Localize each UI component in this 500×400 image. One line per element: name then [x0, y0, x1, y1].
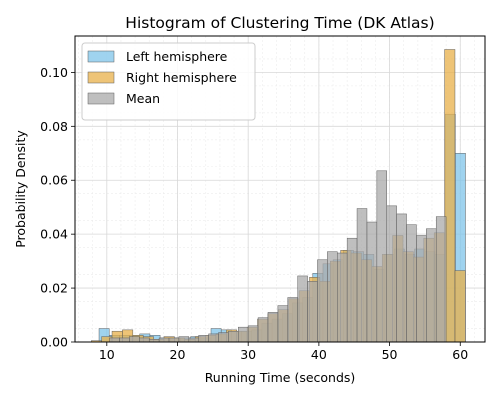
x-axis-label: Running Time (seconds)	[205, 370, 356, 385]
x-tick-label: 50	[382, 347, 398, 362]
bar	[435, 216, 447, 343]
x-tick-label: 60	[452, 347, 468, 362]
bar	[218, 332, 229, 343]
bar	[454, 270, 466, 343]
bar	[327, 251, 338, 343]
x-tick-label: 40	[311, 347, 327, 362]
bar	[307, 281, 318, 343]
y-tick-label: 0.02	[40, 281, 68, 296]
legend-swatch	[87, 71, 115, 84]
bar	[386, 205, 397, 343]
x-tick-label: 10	[99, 347, 115, 362]
bar	[158, 337, 170, 343]
bar	[416, 235, 427, 343]
bar	[287, 297, 298, 343]
bar	[208, 333, 219, 343]
legend-label: Right hemisphere	[126, 70, 237, 85]
bar	[139, 337, 150, 343]
bar	[346, 237, 358, 343]
y-tick-label: 0.08	[40, 119, 68, 134]
bar	[129, 336, 140, 343]
bar	[109, 337, 120, 343]
legend-swatch	[87, 50, 115, 63]
bar	[406, 224, 417, 343]
plot-frame	[74, 35, 486, 343]
legend-box	[81, 42, 256, 121]
bar	[337, 252, 348, 343]
bar	[178, 336, 190, 343]
bar	[238, 326, 249, 343]
legend-label: Mean	[126, 91, 160, 106]
y-tick-label: 0.10	[40, 65, 68, 80]
legend-swatch	[87, 92, 115, 105]
bar	[198, 335, 209, 343]
legend-label: Left hemisphere	[126, 49, 228, 64]
bar	[257, 317, 269, 343]
bar	[366, 221, 378, 343]
bar	[228, 330, 239, 343]
y-tick-label: 0.06	[40, 173, 68, 188]
bar	[267, 312, 279, 343]
chart-title: Histogram of Clustering Time (DK Atlas)	[125, 14, 434, 32]
series-mean	[109, 170, 447, 343]
bars	[91, 49, 466, 343]
bar	[119, 337, 130, 343]
y-axis-label: Probability Density	[13, 130, 28, 248]
x-tick-label: 30	[240, 347, 256, 362]
bar	[376, 170, 387, 343]
axis-ticks: 10 20 30 40 50 60 0.00 0.02 0.04 0.06 0.08 0.10	[40, 65, 468, 362]
y-tick-label: 0.00	[40, 335, 68, 350]
bar	[247, 325, 259, 343]
y-tick-label: 0.04	[40, 227, 68, 242]
bar	[426, 228, 437, 343]
bar	[277, 305, 289, 343]
bar	[168, 337, 180, 343]
bar	[317, 259, 328, 343]
legend: Left hemisphere Right hemisphere Mean	[81, 42, 256, 121]
bar	[396, 213, 407, 343]
bar	[356, 208, 368, 343]
bar	[188, 337, 199, 343]
bar	[297, 275, 308, 343]
x-tick-label: 20	[170, 347, 186, 362]
